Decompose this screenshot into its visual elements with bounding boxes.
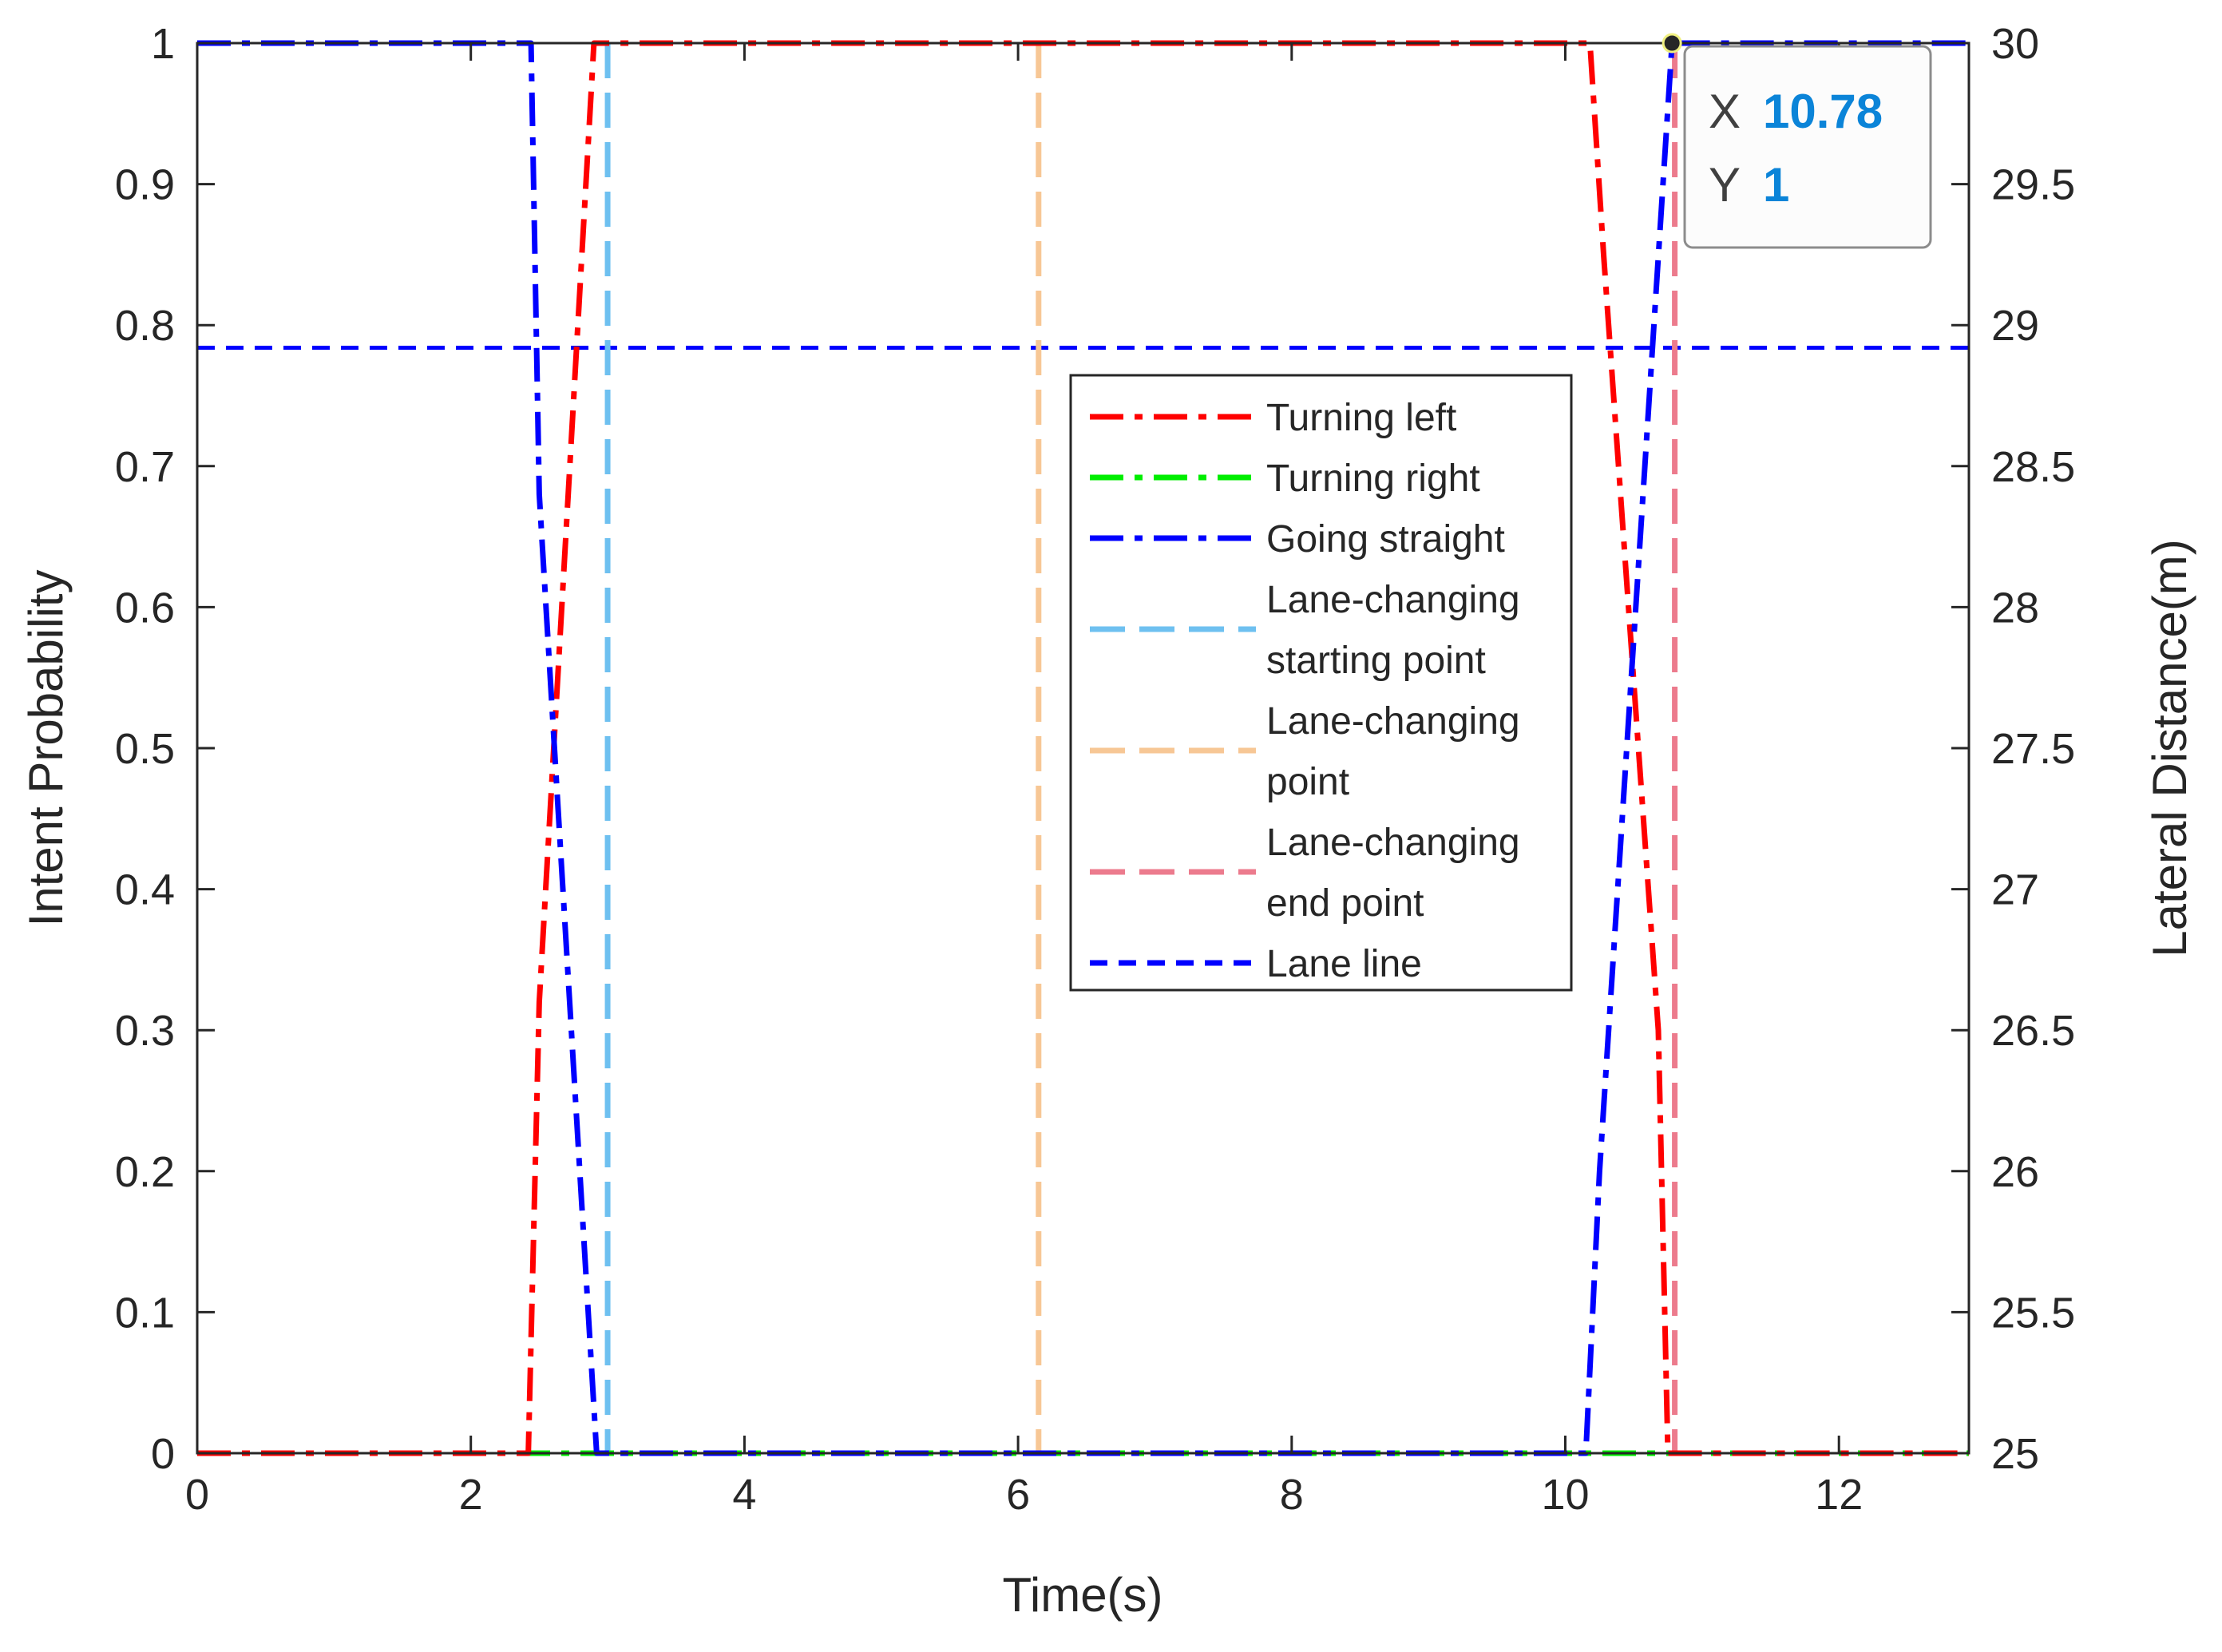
- y-tick-label: 0.4: [115, 866, 175, 914]
- legend-label-4: point: [1266, 761, 1349, 803]
- y-tick-label: 0: [151, 1430, 175, 1478]
- legend-label-0: Turning left: [1266, 397, 1456, 439]
- y-right-tick-label: 25: [1991, 1430, 2039, 1478]
- y-tick-label: 0.6: [115, 584, 175, 632]
- legend-label-6: Lane line: [1266, 943, 1422, 985]
- y-tick-label: 0.3: [115, 1007, 175, 1055]
- x-tick-label: 0: [185, 1471, 209, 1519]
- data-tip-y-label: Y: [1709, 158, 1741, 212]
- x-tick-label: 10: [1541, 1471, 1589, 1519]
- y-tick-label: 0.5: [115, 725, 175, 773]
- x-tick-label: 2: [459, 1471, 483, 1519]
- x-tick-label: 6: [1006, 1471, 1030, 1519]
- data-tip-x-value: 10.78: [1763, 85, 1883, 138]
- y-tick-label: 0.2: [115, 1148, 175, 1196]
- y-right-tick-label: 26: [1991, 1148, 2039, 1196]
- y-right-tick-label: 27.5: [1991, 725, 2075, 773]
- data-tip-marker: [1662, 33, 1682, 53]
- data-tip-y-value: 1: [1763, 158, 1789, 212]
- y-tick-label: 0.7: [115, 443, 175, 491]
- legend-label-2: Going straight: [1266, 518, 1505, 561]
- y-right-tick-label: 25.5: [1991, 1289, 2075, 1337]
- legend: Turning left Turning right Going straight L…: [1069, 374, 1573, 992]
- legend-label-3: starting point: [1266, 640, 1486, 682]
- y-axis-title: Intent Probability: [19, 570, 73, 927]
- y-right-tick-label: 26.5: [1991, 1007, 2075, 1055]
- x-tick-label: 4: [732, 1471, 756, 1519]
- y-right-tick-label: 28.5: [1991, 443, 2075, 491]
- series-line-0: [197, 40, 1969, 1456]
- y-right-axis-title: Lateral Distance(m): [2143, 539, 2196, 957]
- axes-layer: 0 2 4 6 8 10 12 0 0.1 0.2 0.3 0.4 0.5 0.6 0.7 0.8 0.9 1 25…: [115, 20, 2075, 1519]
- legend-label-5: Lane-changing: [1266, 822, 1520, 864]
- y-tick-label: 0.1: [115, 1289, 175, 1337]
- y-right-tick-label: 29.5: [1991, 161, 2075, 209]
- y-right-tick-label: 29: [1991, 302, 2039, 350]
- y-tick-label: 0.9: [115, 161, 175, 209]
- legend-label-4: Lane-changing: [1266, 700, 1520, 743]
- data-tip-box: [1683, 45, 1932, 249]
- y-right-tick-label: 27: [1991, 866, 2039, 914]
- y-right-tick-label: 28: [1991, 584, 2039, 632]
- x-axis-title: Time(s): [1002, 1568, 1162, 1622]
- y-right-tick-label: 30: [1991, 20, 2039, 68]
- data-tip-x-label: X: [1709, 85, 1741, 138]
- x-tick-label: 8: [1280, 1471, 1304, 1519]
- legend-label-5: end point: [1266, 882, 1424, 925]
- data-tip[interactable]: X 10.78 Y 1: [1662, 33, 1932, 249]
- x-tick-label: 12: [1815, 1471, 1863, 1519]
- y-tick-label: 0.8: [115, 302, 175, 350]
- legend-label-1: Turning right: [1266, 458, 1480, 500]
- legend-label-3: Lane-changing: [1266, 579, 1520, 621]
- y-tick-label: 1: [151, 20, 175, 68]
